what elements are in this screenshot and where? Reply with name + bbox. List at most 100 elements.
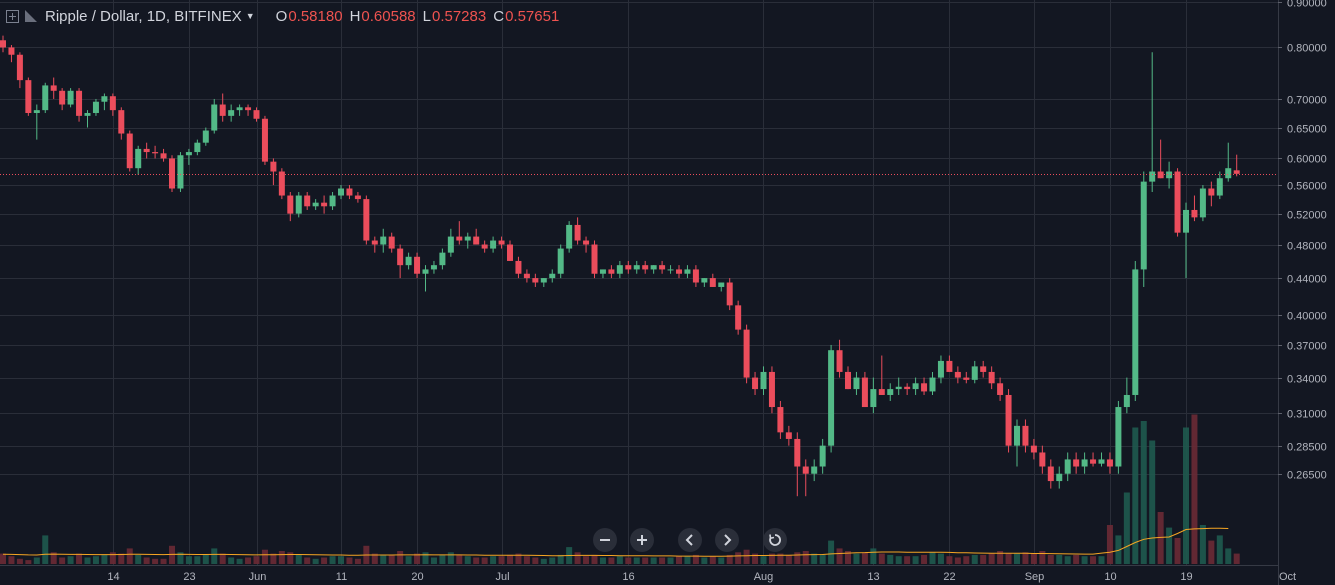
candle [380, 228, 387, 253]
volume-bar [397, 551, 404, 564]
candle-body [380, 236, 387, 245]
candle-body [245, 107, 252, 111]
chevron-right-icon [724, 534, 732, 546]
candle [397, 244, 404, 279]
candle-body [464, 236, 471, 241]
candle [853, 371, 860, 395]
candle-body [312, 202, 319, 207]
candle-body [397, 248, 404, 266]
candle-body [1047, 466, 1054, 482]
candle-body [414, 256, 421, 274]
candle-body [870, 389, 877, 408]
candle [430, 260, 437, 274]
plus-icon [637, 535, 647, 545]
candle [329, 192, 336, 210]
candle [912, 377, 919, 395]
candle [422, 265, 429, 292]
volume-bar [642, 557, 649, 564]
volume-bar [92, 556, 99, 564]
scroll-right-button[interactable] [715, 528, 739, 552]
volume-bar [1081, 556, 1088, 564]
candle [312, 199, 319, 210]
candle [109, 93, 116, 116]
volume-bar [304, 557, 311, 564]
candle-body [109, 96, 116, 111]
candle-body [388, 236, 395, 249]
candle-body [692, 269, 699, 283]
candle-body [169, 158, 175, 189]
volume-bar [42, 535, 49, 564]
y-tick-label: 0.80000 [1287, 43, 1327, 55]
candle [752, 371, 759, 395]
candle-body [861, 377, 868, 408]
candle [1090, 452, 1097, 467]
volume-bar [1047, 554, 1054, 564]
candle [1123, 377, 1130, 414]
candle [718, 282, 725, 292]
candle [177, 152, 184, 193]
candle [42, 82, 49, 113]
symbol-title[interactable]: Ripple / Dollar, 1D, BITFINEX [45, 7, 242, 25]
candle [202, 127, 209, 146]
volume-bar [152, 558, 159, 564]
volume-bar [109, 552, 116, 564]
y-tick-label: 0.31000 [1287, 409, 1327, 421]
candle-body [904, 386, 911, 390]
candle-body [1149, 171, 1156, 182]
y-tick-label: 0.37000 [1287, 341, 1327, 353]
candle [1014, 419, 1020, 467]
candle [946, 355, 953, 372]
volume-bar [845, 551, 851, 564]
reset-chart-button[interactable] [763, 528, 787, 552]
volume-bar [1106, 525, 1113, 564]
chevron-down-icon[interactable]: ▼ [245, 11, 255, 21]
candle [253, 107, 260, 122]
candle-body [802, 466, 809, 474]
candle [33, 104, 40, 140]
candle [76, 88, 83, 122]
candle [16, 52, 23, 89]
volume-bar [937, 553, 944, 564]
candle-body [236, 107, 243, 111]
candle [507, 240, 513, 261]
volume-bar [853, 553, 860, 564]
candle [650, 265, 657, 274]
candle [988, 366, 995, 390]
volume-bar [278, 551, 285, 564]
candle-body [363, 199, 370, 241]
minus-icon [600, 539, 610, 541]
x-tick-label: Oct [1279, 571, 1296, 583]
candle [236, 104, 243, 116]
volume-bar [338, 556, 344, 564]
volume-bar [1030, 553, 1037, 564]
x-tick-label: 10 [1104, 571, 1116, 583]
candle-body [684, 269, 691, 274]
candle-body [1106, 459, 1113, 467]
zoom-in-button[interactable] [630, 528, 654, 552]
volume-bar [464, 556, 471, 564]
candle-body [456, 236, 463, 241]
candle-body [177, 155, 184, 189]
candle [1174, 168, 1181, 237]
candle [980, 360, 987, 378]
candle-body [84, 112, 91, 116]
candle-body [270, 161, 277, 172]
scroll-left-button[interactable] [678, 528, 702, 552]
zoom-out-button[interactable] [593, 528, 617, 552]
candle-body [1098, 459, 1105, 464]
volume-bar [988, 553, 995, 564]
volume-bar [735, 552, 742, 564]
volume-bar [346, 557, 353, 564]
candle-body [1073, 459, 1080, 467]
candle [878, 355, 885, 395]
volume-bar [676, 556, 682, 564]
collapse-legend-icon[interactable] [6, 9, 19, 23]
volume-bar [954, 557, 961, 564]
candle [1064, 452, 1071, 482]
volume-bar [836, 548, 843, 564]
candle [549, 269, 556, 283]
candle [921, 377, 928, 395]
volume-bar [709, 556, 716, 564]
candle-body [946, 360, 953, 372]
